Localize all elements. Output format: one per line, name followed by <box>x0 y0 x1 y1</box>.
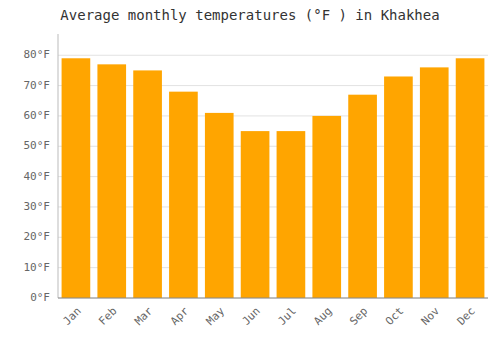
x-tick-label: May <box>204 304 228 328</box>
bar <box>348 95 377 298</box>
y-tick-label: 30°F <box>24 200 51 213</box>
y-tick-label: 10°F <box>24 261 51 274</box>
y-tick-label: 70°F <box>24 79 51 92</box>
x-tick-label: Jan <box>60 305 83 328</box>
x-tick-label: Oct <box>383 305 406 328</box>
x-axis: Jan Feb Mar Apr May Jun Jul Aug Sep Oct Nov Dec <box>58 298 488 328</box>
y-tick-label: 0°F <box>30 291 50 304</box>
x-tick-label: Sep <box>347 305 370 328</box>
bar <box>205 113 234 298</box>
y-tick-label: 20°F <box>24 230 51 243</box>
x-axis-line <box>58 298 488 299</box>
chart: 0°F 10°F 20°F 30°F 40°F 50°F 60°F 70°F 80°F Jan Fe… <box>0 0 500 350</box>
y-axis-line <box>58 34 59 298</box>
bar <box>133 70 162 298</box>
title: Average monthly temperatures (°F ) in Kh… <box>60 7 439 23</box>
bar <box>97 64 126 298</box>
x-tick-label: Apr <box>168 304 192 328</box>
bar <box>312 116 341 298</box>
bar <box>420 67 449 298</box>
grid-line <box>58 298 488 299</box>
x-tick-label: Feb <box>96 305 119 328</box>
y-tick-label: 50°F <box>24 139 51 152</box>
bar <box>241 131 270 298</box>
y-axis: 0°F 10°F 20°F 30°F 40°F 50°F 60°F 70°F 80°F <box>24 34 59 304</box>
bar <box>384 76 413 298</box>
bar <box>456 58 485 298</box>
bar <box>169 92 198 298</box>
grid <box>58 55 488 298</box>
y-tick-label: 60°F <box>24 109 51 122</box>
x-tick-label: Nov <box>419 304 443 328</box>
bar <box>277 131 306 298</box>
grid-line <box>58 55 488 56</box>
x-tick-label: Mar <box>132 304 156 328</box>
y-tick-label: 40°F <box>24 170 51 183</box>
y-tick-label: 80°F <box>24 48 51 61</box>
x-tick-label: Dec <box>455 305 478 328</box>
x-tick-label: Jun <box>240 305 263 328</box>
bar <box>62 58 91 298</box>
x-tick-label: Jul <box>275 305 298 328</box>
bars <box>62 58 485 298</box>
x-tick-label: Aug <box>311 305 334 328</box>
